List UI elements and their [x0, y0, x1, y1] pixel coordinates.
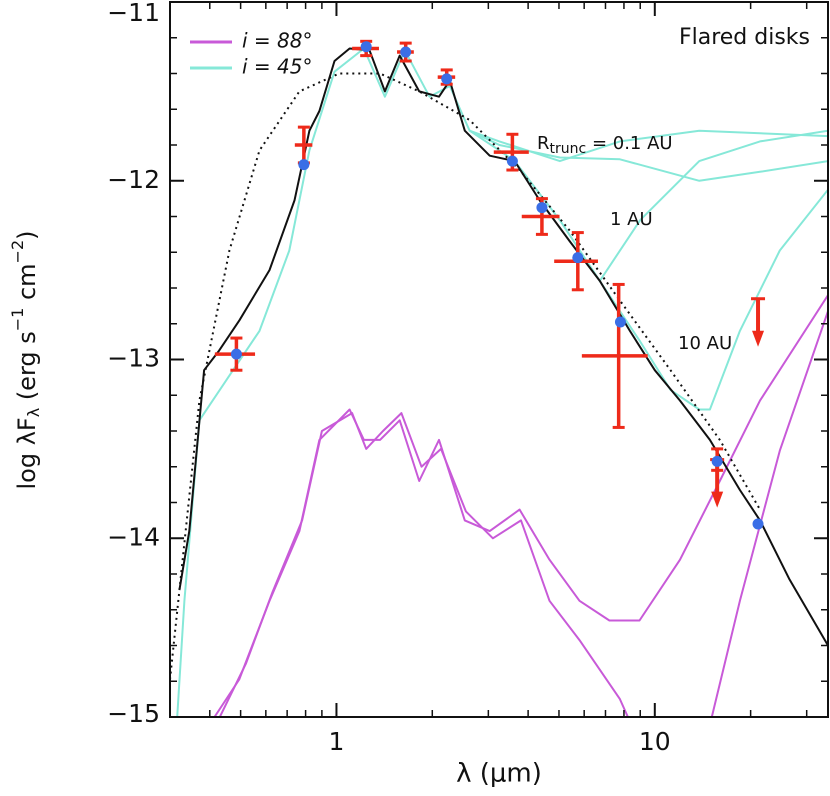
y-axis-label-part: ) — [13, 230, 41, 239]
model-point — [400, 46, 412, 58]
x-axis-label: λ (μm) — [456, 759, 542, 789]
y-tick-label: −15 — [107, 699, 160, 728]
model-point — [614, 316, 626, 328]
plot — [170, 39, 828, 717]
y-axis-label: log λFλ (erg s−1 cm−2) — [8, 230, 43, 489]
annotation-10au: 10 AU — [678, 333, 732, 354]
annotation-rtrunc-part: trunc — [550, 141, 587, 157]
model-point — [572, 252, 584, 264]
model-point — [506, 155, 518, 167]
model-sed-line — [178, 47, 828, 647]
model-point — [298, 159, 310, 171]
x-tick-label: 1 — [329, 727, 345, 756]
model-point — [711, 455, 723, 467]
legend-label: i = 88° — [242, 29, 312, 53]
x-tick-label: 10 — [639, 727, 671, 756]
y-tick-label: −13 — [107, 344, 160, 373]
annotation-title: Flared disks — [679, 25, 810, 50]
model-line — [598, 129, 828, 282]
annotation-rtrunc-part: = 0.1 AU — [586, 133, 672, 154]
y-tick-label: −14 — [107, 522, 160, 551]
y-tick-label: −12 — [107, 165, 160, 194]
annotation-rtrunc: Rtrunc = 0.1 AU — [537, 133, 673, 157]
model-line — [213, 294, 828, 717]
model-point — [441, 73, 453, 85]
annotation-1au: 1 AU — [610, 209, 653, 230]
y-axis-label-part: −2 — [8, 240, 27, 264]
y-axis-label-part: (erg s — [13, 331, 41, 408]
annotation-rtrunc-part: R — [537, 133, 550, 154]
upper-limit-arrow — [711, 491, 724, 508]
y-axis-label-part: log λF — [13, 417, 41, 489]
y-axis-label-part: λ — [24, 408, 43, 417]
legend-label: i = 45° — [242, 55, 312, 79]
model-line — [469, 129, 828, 182]
y-tick-label: −11 — [107, 0, 160, 27]
model-point — [536, 202, 548, 214]
model-point — [360, 41, 372, 53]
model-line — [469, 129, 828, 163]
upper-limit-arrow — [752, 330, 765, 347]
model-point — [230, 348, 242, 360]
model-point — [752, 518, 764, 530]
y-axis-label-part: −1 — [8, 308, 27, 332]
blackbody-line — [170, 72, 761, 680]
y-axis-label-part: cm — [13, 263, 41, 307]
model-line — [176, 47, 828, 717]
model-line — [218, 310, 828, 717]
